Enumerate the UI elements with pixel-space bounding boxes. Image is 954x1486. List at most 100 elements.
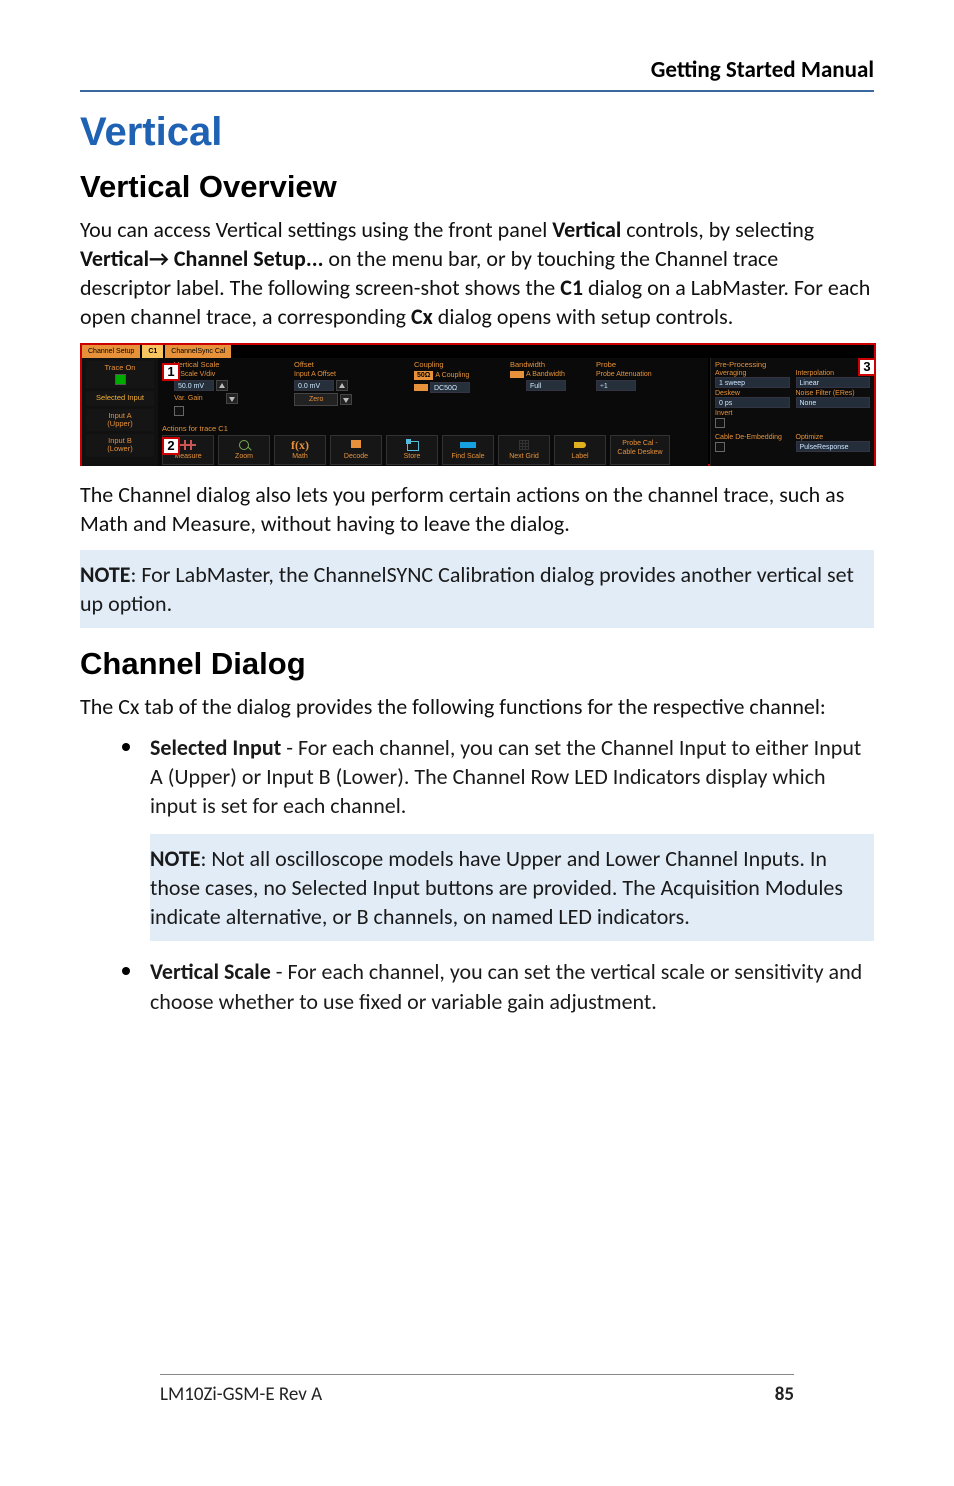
math-fx-button[interactable]: f(x)Math <box>274 435 326 465</box>
zero-button[interactable]: Zero <box>294 393 338 406</box>
probe-atten-value[interactable]: ÷1 <box>596 380 636 391</box>
offset-down-icon[interactable] <box>340 394 352 405</box>
overview-heading: Vertical Overview <box>80 169 874 205</box>
offset-up-icon[interactable] <box>336 380 348 391</box>
probe-cal-button[interactable]: Probe Cal - Cable Deskew <box>610 435 670 465</box>
t: controls, by selecting <box>621 216 814 243</box>
coupling-dash-icon <box>414 384 428 391</box>
grid-icon <box>517 438 531 452</box>
note-label: NOTE <box>150 845 201 872</box>
a-bw-value[interactable]: Full <box>526 380 566 391</box>
preprocessing-panel: Pre-Processing Averaging1 sweep Interpol… <box>710 358 874 466</box>
avg-value[interactable]: 1 sweep <box>715 377 790 388</box>
header-title: Getting Started Manual <box>80 56 874 92</box>
input-a-button[interactable]: Input A (Upper) <box>86 409 154 432</box>
t-b: Vertical <box>552 216 621 243</box>
interp-value[interactable]: Linear <box>796 377 871 388</box>
ohm-badge: 50Ω <box>414 371 433 380</box>
optimize-value[interactable]: PulseResponse <box>796 441 871 452</box>
a-scale-down-icon[interactable] <box>226 393 238 404</box>
tab-c1[interactable]: C1 <box>142 345 163 358</box>
trace-on-toggle[interactable]: Trace On <box>86 361 154 388</box>
list-item: Selected Input - For each channel, you c… <box>122 733 874 941</box>
zoom-button[interactable]: Zoom <box>218 435 270 465</box>
preprocessing-title: Pre-Processing <box>715 360 870 369</box>
probe-atten-label: Probe Attenuation <box>596 371 652 378</box>
store-button[interactable]: Store <box>386 435 438 465</box>
vertical-scale-title: Vertical Scale <box>174 360 284 369</box>
trace-on-label: Trace On <box>105 363 136 372</box>
t: dialog opens with setup controls. <box>433 303 733 330</box>
decode-button[interactable]: Decode <box>330 435 382 465</box>
var-gain-label: Var. Gain <box>174 395 224 402</box>
bandwidth-title: Bandwidth <box>510 360 590 369</box>
find-scale-icon <box>460 438 476 452</box>
cable-deembed-label: Cable De-Embedding <box>715 434 782 441</box>
probe-title: Probe <box>596 360 696 369</box>
note-text: : Not all oscilloscope models have Upper… <box>150 845 843 930</box>
a-coupling-value[interactable]: DC50Ω <box>430 382 470 393</box>
a-bw-label: A Bandwidth <box>526 371 565 378</box>
offset-a-label: Input A Offset <box>294 371 344 378</box>
next-grid-label: Next Grid <box>509 453 539 460</box>
channel-dialog-screenshot: 1 2 3 Channel Setup C1 ChannelSync Cal T… <box>80 343 876 466</box>
avg-label: Averaging <box>715 370 746 377</box>
offset-a-value[interactable]: 0.0 mV <box>294 380 334 391</box>
a-scale-label: A Scale V/div <box>174 371 224 378</box>
zoom-label: Zoom <box>235 453 253 460</box>
decode-icon <box>349 438 363 452</box>
invert-checkbox[interactable] <box>715 418 725 428</box>
var-gain-checkbox[interactable] <box>174 406 184 416</box>
store-icon <box>405 438 419 452</box>
measure-icon <box>180 438 196 452</box>
deskew-label: Deskew <box>715 390 740 397</box>
footer-page-number: 85 <box>775 1383 794 1406</box>
t-b: C1 <box>560 274 583 301</box>
label-button[interactable]: Label <box>554 435 606 465</box>
callout-1: 1 <box>162 363 180 381</box>
t: You can access Vertical settings using t… <box>80 216 552 243</box>
trace-on-check-icon <box>115 374 126 385</box>
math-label: Math <box>292 453 308 460</box>
optimize-label: Optimize <box>796 434 824 441</box>
a-scale-up-icon[interactable] <box>216 380 228 391</box>
input-b-button[interactable]: Input B (Lower) <box>86 434 154 457</box>
noise-filter-label: Noise Filter (ERes) <box>796 390 855 397</box>
a-coupling-label: A Coupling <box>435 372 469 379</box>
note-labmaster: NOTE: For LabMaster, the ChannelSYNC Cal… <box>80 550 874 628</box>
offset-title: Offset <box>294 360 404 369</box>
tab-channel-setup[interactable]: Channel Setup <box>82 345 140 358</box>
note-text: : For LabMaster, the ChannelSYNC Calibra… <box>80 561 854 617</box>
channel-dialog-intro: The Cx tab of the dialog provides the fo… <box>80 692 874 721</box>
channel-dialog-heading: Channel Dialog <box>80 646 874 682</box>
a-scale-value[interactable]: 50.0 mV <box>174 380 214 391</box>
tab-strip: Channel Setup C1 ChannelSync Cal <box>82 345 874 358</box>
invert-label: Invert <box>715 410 733 417</box>
dialog-sidebar: Trace On Selected Input Input A (Upper) … <box>82 358 158 466</box>
cable-deembed-checkbox[interactable] <box>715 442 725 452</box>
coupling-title: Coupling <box>414 360 504 369</box>
vertical-scale-bold: Vertical Scale <box>150 958 271 985</box>
actions-row: Actions for trace C1 Measure Zoom f(x)Ma… <box>162 424 704 465</box>
deskew-value[interactable]: 0 ps <box>715 397 790 408</box>
interp-label: Interpolation <box>796 370 835 377</box>
overview-paragraph: You can access Vertical settings using t… <box>80 215 874 331</box>
fx-icon: f(x) <box>275 438 325 452</box>
after-image-paragraph: The Channel dialog also lets you perform… <box>80 480 874 538</box>
note-label: NOTE <box>80 561 131 588</box>
callout-2: 2 <box>162 437 180 455</box>
t-b: Vertical→ Channel Setup... <box>80 245 323 272</box>
decode-label: Decode <box>344 453 368 460</box>
footer-left: LM10Zi-GSM-E Rev A <box>160 1383 322 1406</box>
find-scale-button[interactable]: Find Scale <box>442 435 494 465</box>
zoom-icon <box>237 438 251 452</box>
tab-channelsync-cal[interactable]: ChannelSync Cal <box>165 345 231 358</box>
channel-dialog-list: Selected Input - For each channel, you c… <box>122 733 874 1015</box>
noise-filter-value[interactable]: None <box>796 397 871 408</box>
find-scale-label: Find Scale <box>451 453 484 460</box>
t-b: Cx <box>411 303 433 330</box>
next-grid-button[interactable]: Next Grid <box>498 435 550 465</box>
dialog-main: Vertical Scale A Scale V/div 50.0 mV Var… <box>158 358 708 466</box>
bw-dash-icon <box>510 371 524 378</box>
label-icon <box>573 438 587 452</box>
